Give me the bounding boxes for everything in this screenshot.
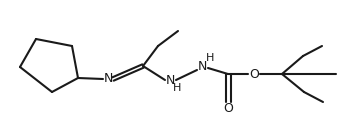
Text: O: O — [223, 101, 233, 114]
Text: N: N — [197, 59, 207, 72]
Text: N: N — [165, 74, 175, 87]
Text: H: H — [206, 53, 214, 63]
Text: H: H — [173, 83, 181, 93]
Text: O: O — [249, 68, 259, 81]
Text: N: N — [103, 72, 113, 85]
